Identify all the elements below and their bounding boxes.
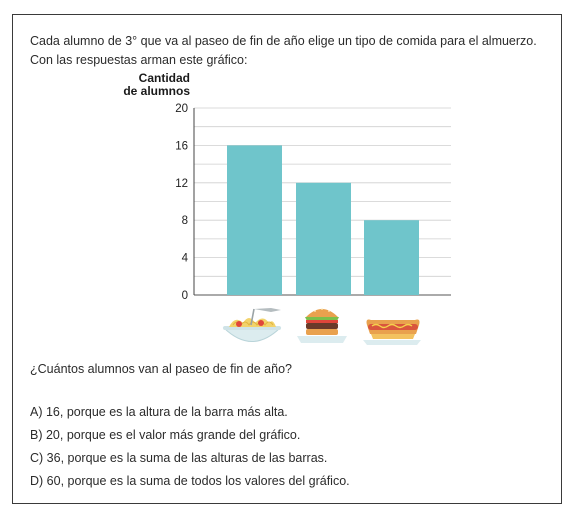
intro-line-1: Cada alumno de 3° que va al paseo de fin…	[30, 34, 537, 48]
option-c[interactable]: C) 36, porque es la suma de las alturas …	[30, 451, 328, 465]
hotdog-icon	[363, 319, 421, 345]
bar-hotdog	[364, 220, 419, 295]
option-d[interactable]: D) 60, porque es la suma de todos los va…	[30, 474, 350, 488]
bar-pasta	[227, 145, 282, 295]
chart-bars	[227, 145, 419, 295]
option-b[interactable]: B) 20, porque es el valor más grande del…	[30, 428, 301, 442]
y-tick-label: 20	[175, 103, 188, 115]
hamburger-icon	[297, 308, 347, 343]
question-text: ¿Cuántos alumnos van al paseo de fin de …	[30, 362, 292, 376]
pasta-icon	[222, 308, 282, 342]
y-tick-label: 12	[175, 178, 188, 190]
y-axis-label-line-2: de alumnos	[123, 84, 190, 98]
option-a[interactable]: A) 16, porque es la altura de la barra m…	[30, 405, 288, 419]
bar-hamburger	[296, 182, 351, 295]
y-axis-label: Cantidad de alumnos	[108, 72, 190, 98]
y-tick-label: 0	[182, 290, 188, 302]
intro-line-2: Con las respuestas arman este gráfico:	[30, 53, 248, 67]
y-tick-labels: 0 4 8 12 16 20	[175, 103, 188, 302]
y-tick-label: 8	[182, 215, 188, 227]
y-axis-label-line-1: Cantidad	[138, 71, 190, 85]
y-tick-label: 4	[182, 253, 189, 265]
question-frame	[12, 14, 562, 504]
y-tick-label: 16	[175, 140, 188, 152]
